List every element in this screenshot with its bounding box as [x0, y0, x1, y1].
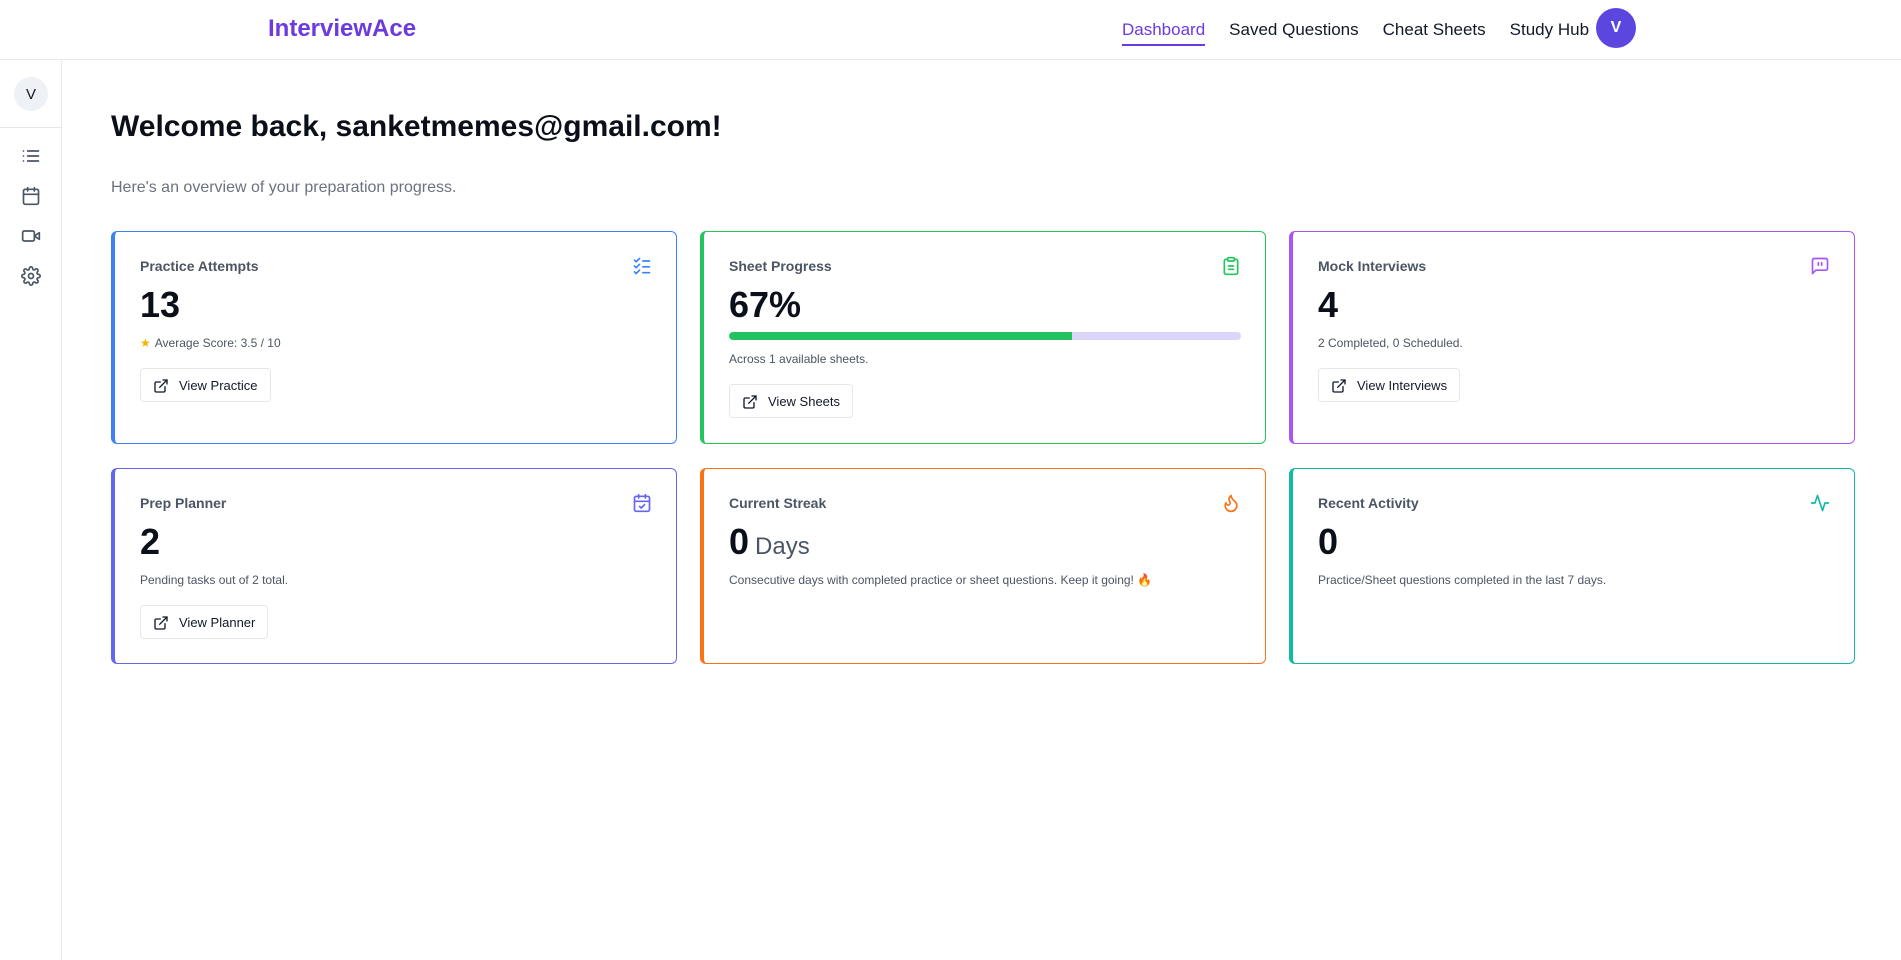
list-checks-icon [633, 257, 651, 275]
view-interviews-button[interactable]: View Interviews [1318, 368, 1461, 402]
view-practice-button[interactable]: View Practice [140, 368, 271, 402]
card-description: Pending tasks out of 2 total. [140, 573, 289, 587]
average-score-text: Average Score: 3.5 / 10 [154, 336, 281, 350]
sidebar-divider [0, 127, 62, 128]
nav-saved-questions[interactable]: Saved Questions [1229, 20, 1359, 39]
clipboard-icon [1223, 256, 1239, 276]
external-link-icon [154, 379, 168, 393]
card-mock-interviews: Mock Interviews 4 2 Completed, 0 Schedul… [1289, 231, 1855, 444]
card-title: Sheet Progress [729, 258, 832, 274]
streak-unit: Days [755, 533, 810, 560]
view-sheets-button[interactable]: View Sheets [729, 384, 854, 418]
card-value: 67% [729, 284, 802, 325]
card-value: 0 Days [729, 521, 810, 563]
brand-logo[interactable]: InterviewAce [268, 15, 417, 42]
button-label: View Practice [179, 377, 258, 393]
sidebar-avatar[interactable]: V [14, 77, 48, 111]
card-description: ★ Average Score: 3.5 / 10 [140, 336, 281, 350]
main-nav: Dashboard Saved Questions Cheat Sheets S… [1122, 0, 1589, 60]
card-current-streak: Current Streak 0 Days Consecutive days wi… [700, 468, 1266, 664]
top-navbar: InterviewAce Dashboard Saved Questions C… [0, 0, 1901, 60]
card-title: Current Streak [729, 495, 827, 511]
external-link-icon [743, 395, 757, 409]
button-label: View Planner [179, 614, 256, 630]
nav-cheat-sheets[interactable]: Cheat Sheets [1382, 20, 1486, 39]
card-practice-attempts: Practice Attempts 13 ★ Average Score: 3.5… [111, 231, 677, 444]
card-value: 2 [140, 521, 161, 562]
card-value: 0 [1318, 521, 1339, 562]
card-title: Practice Attempts [140, 258, 259, 274]
card-title: Recent Activity [1318, 495, 1419, 511]
card-prep-planner: Prep Planner 2 Pending tasks out of 2 to… [111, 468, 677, 664]
external-link-icon [154, 616, 168, 630]
card-recent-activity: Recent Activity 0 Practice/Sheet questio… [1289, 468, 1855, 664]
card-description: Across 1 available sheets. [729, 352, 869, 366]
activity-icon [1810, 494, 1830, 512]
flame-icon [1224, 494, 1238, 513]
card-value: 13 [140, 284, 181, 325]
page-subtitle: Here's an overview of your preparation p… [111, 179, 457, 196]
card-description: 2 Completed, 0 Scheduled. [1318, 336, 1463, 350]
card-title: Mock Interviews [1318, 258, 1427, 274]
nav-dashboard[interactable]: Dashboard [1122, 14, 1206, 46]
button-label: View Interviews [1357, 377, 1448, 393]
external-link-icon [1332, 379, 1346, 393]
card-description: Practice/Sheet questions completed in th… [1318, 573, 1607, 587]
view-planner-button[interactable]: View Planner [140, 605, 269, 639]
progress-fill [729, 332, 1073, 340]
card-sheet-progress: Sheet Progress 67% Across 1 available sh… [700, 231, 1266, 444]
nav-study-hub[interactable]: Study Hub [1509, 20, 1590, 39]
video-icon[interactable] [21, 226, 41, 246]
card-description: Consecutive days with completed practice… [729, 573, 1153, 587]
sheet-progress-bar [729, 332, 1241, 340]
streak-count: 0 [729, 521, 750, 562]
gear-icon[interactable] [21, 266, 41, 286]
star-icon: ★ [140, 336, 151, 350]
user-avatar[interactable]: V [1596, 8, 1636, 48]
card-value: 4 [1318, 284, 1339, 325]
calendar-check-icon [633, 493, 651, 513]
page-title: Welcome back, sanketmemes@gmail.com! [111, 110, 722, 143]
card-title: Prep Planner [140, 495, 227, 511]
button-label: View Sheets [768, 393, 841, 409]
message-quote-icon [1811, 257, 1829, 275]
sidebar: V [0, 61, 62, 960]
list-icon[interactable] [21, 146, 41, 166]
calendar-icon[interactable] [21, 186, 41, 206]
